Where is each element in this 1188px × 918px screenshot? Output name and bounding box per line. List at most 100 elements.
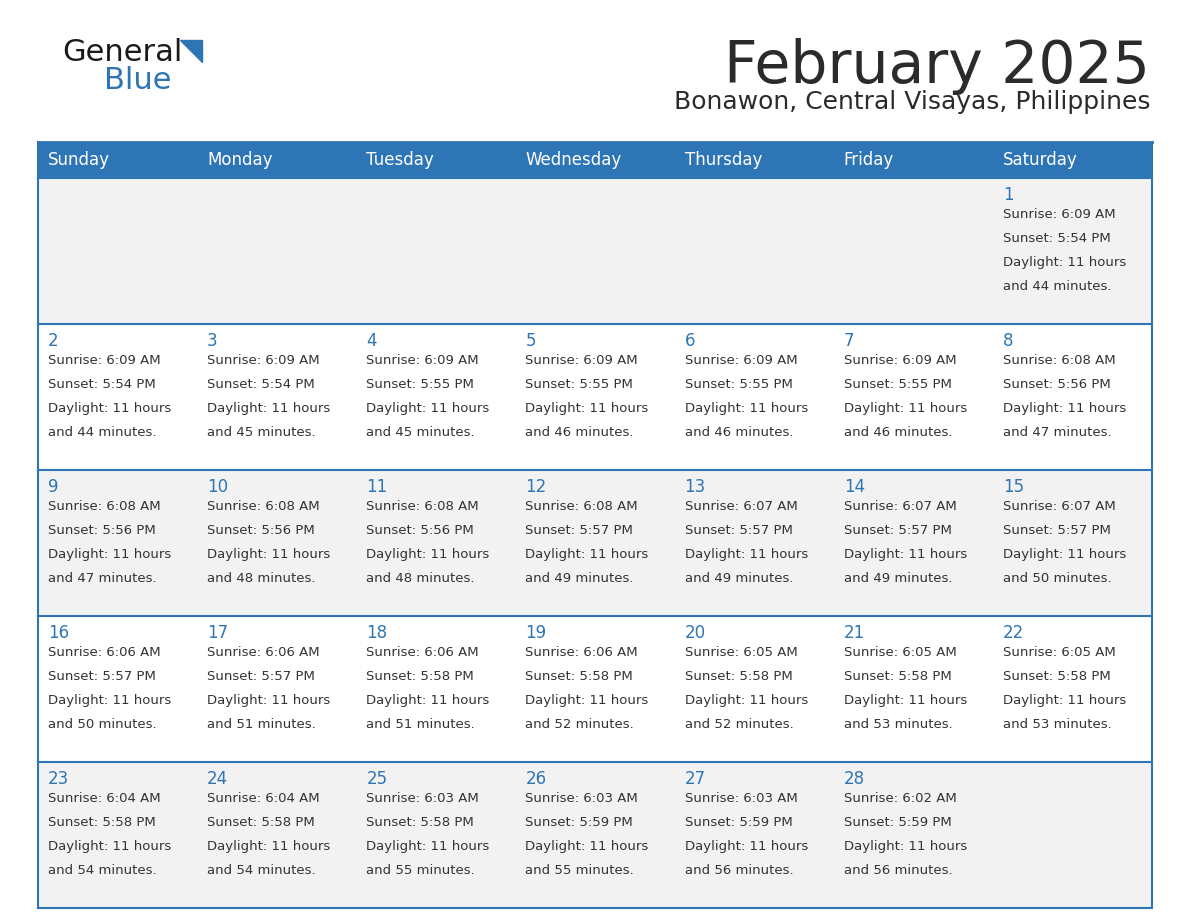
Bar (197, 762, 356, 908)
Text: Sunset: 5:58 PM: Sunset: 5:58 PM (366, 816, 474, 829)
Text: Sunset: 5:58 PM: Sunset: 5:58 PM (1003, 670, 1111, 683)
Text: and 51 minutes.: and 51 minutes. (366, 718, 475, 732)
Text: Sunrise: 6:08 AM: Sunrise: 6:08 AM (1003, 354, 1116, 367)
Text: and 47 minutes.: and 47 minutes. (48, 572, 157, 586)
Text: Daylight: 11 hours: Daylight: 11 hours (48, 548, 171, 561)
Text: Friday: Friday (843, 151, 893, 169)
Bar (356, 762, 516, 908)
Bar (675, 762, 834, 908)
Text: Daylight: 11 hours: Daylight: 11 hours (684, 840, 808, 853)
Bar (197, 178, 356, 324)
Text: Sunset: 5:59 PM: Sunset: 5:59 PM (684, 816, 792, 829)
Text: Sunrise: 6:06 AM: Sunrise: 6:06 AM (207, 646, 320, 659)
Text: Sunrise: 6:07 AM: Sunrise: 6:07 AM (843, 500, 956, 513)
Text: Daylight: 11 hours: Daylight: 11 hours (525, 694, 649, 707)
Bar (834, 616, 993, 762)
Text: Daylight: 11 hours: Daylight: 11 hours (366, 402, 489, 415)
Text: and 50 minutes.: and 50 minutes. (1003, 572, 1112, 586)
Text: 4: 4 (366, 332, 377, 350)
Text: Sunrise: 6:06 AM: Sunrise: 6:06 AM (48, 646, 160, 659)
Text: 8: 8 (1003, 332, 1013, 350)
Text: and 49 minutes.: and 49 minutes. (525, 572, 634, 586)
Text: Sunset: 5:57 PM: Sunset: 5:57 PM (843, 524, 952, 537)
Bar (516, 142, 675, 178)
Text: Sunset: 5:58 PM: Sunset: 5:58 PM (207, 816, 315, 829)
Bar (38, 616, 197, 762)
Text: Sunrise: 6:07 AM: Sunrise: 6:07 AM (684, 500, 797, 513)
Text: 13: 13 (684, 478, 706, 496)
Text: Daylight: 11 hours: Daylight: 11 hours (48, 840, 171, 853)
Text: Sunrise: 6:05 AM: Sunrise: 6:05 AM (684, 646, 797, 659)
Polygon shape (181, 40, 202, 62)
Text: Bonawon, Central Visayas, Philippines: Bonawon, Central Visayas, Philippines (674, 90, 1150, 114)
Text: Daylight: 11 hours: Daylight: 11 hours (525, 548, 649, 561)
Text: Sunrise: 6:09 AM: Sunrise: 6:09 AM (48, 354, 160, 367)
Text: Sunset: 5:58 PM: Sunset: 5:58 PM (525, 670, 633, 683)
Text: Sunset: 5:58 PM: Sunset: 5:58 PM (366, 670, 474, 683)
Bar (38, 470, 197, 616)
Bar (516, 470, 675, 616)
Text: Sunrise: 6:06 AM: Sunrise: 6:06 AM (525, 646, 638, 659)
Text: Daylight: 11 hours: Daylight: 11 hours (48, 402, 171, 415)
Bar (675, 616, 834, 762)
Text: and 55 minutes.: and 55 minutes. (366, 864, 475, 878)
Text: Sunrise: 6:09 AM: Sunrise: 6:09 AM (525, 354, 638, 367)
Text: Sunset: 5:55 PM: Sunset: 5:55 PM (843, 378, 952, 391)
Bar (38, 324, 197, 470)
Bar (675, 178, 834, 324)
Text: Sunrise: 6:09 AM: Sunrise: 6:09 AM (1003, 208, 1116, 221)
Text: 12: 12 (525, 478, 546, 496)
Text: Daylight: 11 hours: Daylight: 11 hours (207, 402, 330, 415)
Text: 2: 2 (48, 332, 58, 350)
Text: Sunrise: 6:08 AM: Sunrise: 6:08 AM (48, 500, 160, 513)
Bar (38, 762, 197, 908)
Bar (993, 616, 1152, 762)
Bar (675, 470, 834, 616)
Bar (834, 142, 993, 178)
Text: Sunrise: 6:03 AM: Sunrise: 6:03 AM (525, 792, 638, 805)
Text: Sunset: 5:57 PM: Sunset: 5:57 PM (207, 670, 315, 683)
Text: 7: 7 (843, 332, 854, 350)
Text: and 49 minutes.: and 49 minutes. (684, 572, 794, 586)
Text: Daylight: 11 hours: Daylight: 11 hours (525, 402, 649, 415)
Text: 26: 26 (525, 770, 546, 788)
Bar (197, 470, 356, 616)
Text: and 45 minutes.: and 45 minutes. (207, 426, 316, 440)
Text: Thursday: Thursday (684, 151, 762, 169)
Bar (197, 616, 356, 762)
Bar (356, 616, 516, 762)
Bar (516, 324, 675, 470)
Bar (516, 616, 675, 762)
Text: 10: 10 (207, 478, 228, 496)
Text: and 52 minutes.: and 52 minutes. (525, 718, 634, 732)
Text: Sunset: 5:57 PM: Sunset: 5:57 PM (48, 670, 156, 683)
Bar (38, 178, 197, 324)
Text: 11: 11 (366, 478, 387, 496)
Text: and 48 minutes.: and 48 minutes. (207, 572, 316, 586)
Bar (993, 470, 1152, 616)
Bar (993, 324, 1152, 470)
Text: and 47 minutes.: and 47 minutes. (1003, 426, 1112, 440)
Text: Daylight: 11 hours: Daylight: 11 hours (525, 840, 649, 853)
Bar (993, 762, 1152, 908)
Text: Daylight: 11 hours: Daylight: 11 hours (843, 548, 967, 561)
Text: Sunrise: 6:07 AM: Sunrise: 6:07 AM (1003, 500, 1116, 513)
Text: 1: 1 (1003, 186, 1013, 204)
Bar (675, 142, 834, 178)
Text: Sunrise: 6:03 AM: Sunrise: 6:03 AM (684, 792, 797, 805)
Text: Daylight: 11 hours: Daylight: 11 hours (684, 402, 808, 415)
Text: 27: 27 (684, 770, 706, 788)
Text: Sunset: 5:54 PM: Sunset: 5:54 PM (207, 378, 315, 391)
Text: and 56 minutes.: and 56 minutes. (684, 864, 794, 878)
Text: February 2025: February 2025 (725, 38, 1150, 95)
Text: Sunrise: 6:08 AM: Sunrise: 6:08 AM (525, 500, 638, 513)
Text: Sunset: 5:56 PM: Sunset: 5:56 PM (207, 524, 315, 537)
Text: Sunset: 5:55 PM: Sunset: 5:55 PM (684, 378, 792, 391)
Text: and 44 minutes.: and 44 minutes. (48, 426, 157, 440)
Bar (516, 178, 675, 324)
Text: Daylight: 11 hours: Daylight: 11 hours (207, 840, 330, 853)
Text: and 46 minutes.: and 46 minutes. (684, 426, 794, 440)
Text: Tuesday: Tuesday (366, 151, 434, 169)
Text: Daylight: 11 hours: Daylight: 11 hours (1003, 402, 1126, 415)
Text: and 51 minutes.: and 51 minutes. (207, 718, 316, 732)
